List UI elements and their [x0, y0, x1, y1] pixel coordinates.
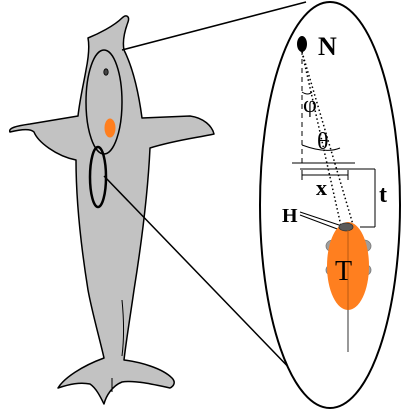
- label-t: t: [379, 182, 387, 208]
- zoom-line-top: [121, 1, 307, 51]
- dolphin-body: [8, 15, 215, 405]
- theta-arc: [301, 144, 341, 151]
- label-h: H: [282, 205, 298, 227]
- head-sensor: [338, 222, 354, 232]
- label-t-target: T: [335, 256, 352, 287]
- dolphin: [8, 15, 215, 405]
- magnified-ellipse: [259, 1, 401, 409]
- h-pointer-line: [299, 211, 343, 227]
- sight-line-right: [301, 51, 355, 229]
- phi-arc: [301, 91, 313, 95]
- h-pointer-line-2: [299, 214, 341, 231]
- label-phi: φ: [303, 92, 317, 118]
- magnified-view: N φ θ x t H: [259, 1, 401, 409]
- dolphin-target-spot: [104, 118, 116, 138]
- tail-stock-line: [121, 299, 124, 357]
- blowhole: [103, 68, 109, 76]
- node-n: [297, 36, 307, 52]
- sight-line-left: [301, 51, 342, 227]
- label-theta: θ: [317, 129, 329, 155]
- label-x: x: [316, 175, 327, 200]
- label-n: N: [318, 32, 337, 61]
